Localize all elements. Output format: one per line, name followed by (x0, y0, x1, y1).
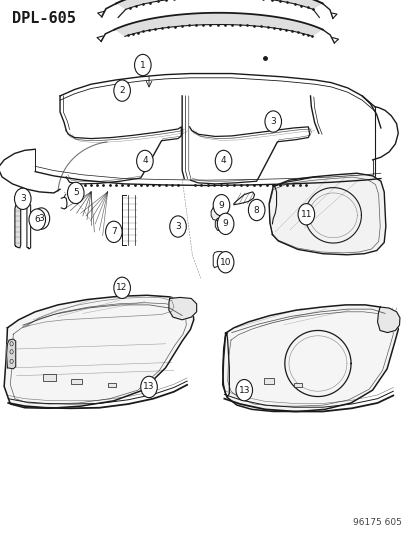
Circle shape (169, 216, 186, 237)
Circle shape (67, 182, 84, 204)
Text: 1: 1 (140, 61, 145, 69)
Polygon shape (4, 295, 193, 408)
Text: 3: 3 (38, 214, 44, 223)
Circle shape (235, 379, 252, 401)
Circle shape (33, 208, 50, 229)
Circle shape (114, 277, 130, 298)
Text: 13: 13 (143, 383, 154, 391)
Polygon shape (15, 204, 21, 248)
Circle shape (140, 376, 157, 398)
Text: 7: 7 (111, 228, 116, 236)
Circle shape (215, 150, 231, 172)
Text: 5: 5 (73, 189, 78, 197)
Text: DPL-605: DPL-605 (12, 11, 76, 26)
Polygon shape (7, 339, 16, 369)
Text: 13: 13 (238, 386, 249, 394)
Text: 4: 4 (220, 157, 226, 165)
Text: 10: 10 (219, 258, 231, 266)
Circle shape (213, 195, 229, 216)
Circle shape (248, 199, 264, 221)
Text: 6: 6 (34, 215, 40, 224)
Bar (263, 378, 274, 384)
Text: 3: 3 (175, 222, 180, 231)
Text: 3: 3 (270, 117, 275, 126)
Text: 11: 11 (300, 210, 311, 219)
Text: 96175 605: 96175 605 (352, 518, 401, 527)
Circle shape (217, 213, 233, 235)
Polygon shape (114, 13, 322, 36)
Circle shape (114, 80, 130, 101)
Circle shape (297, 204, 314, 225)
Text: 8: 8 (253, 206, 259, 214)
Polygon shape (169, 297, 196, 320)
Polygon shape (116, 0, 322, 10)
Circle shape (136, 150, 153, 172)
Text: 3: 3 (20, 195, 26, 203)
Bar (71, 379, 81, 384)
Bar (108, 383, 115, 387)
Circle shape (105, 221, 122, 243)
Circle shape (264, 111, 281, 132)
Text: 12: 12 (116, 284, 128, 292)
Text: 9: 9 (218, 201, 224, 209)
Circle shape (217, 252, 233, 273)
Polygon shape (377, 307, 399, 333)
Circle shape (14, 188, 31, 209)
Bar (293, 383, 301, 387)
Text: 4: 4 (142, 157, 147, 165)
Polygon shape (268, 173, 385, 255)
Bar (43, 374, 56, 381)
Circle shape (134, 54, 151, 76)
Polygon shape (222, 305, 397, 411)
Circle shape (29, 209, 45, 230)
Text: 9: 9 (222, 220, 228, 228)
Text: 2: 2 (119, 86, 125, 95)
